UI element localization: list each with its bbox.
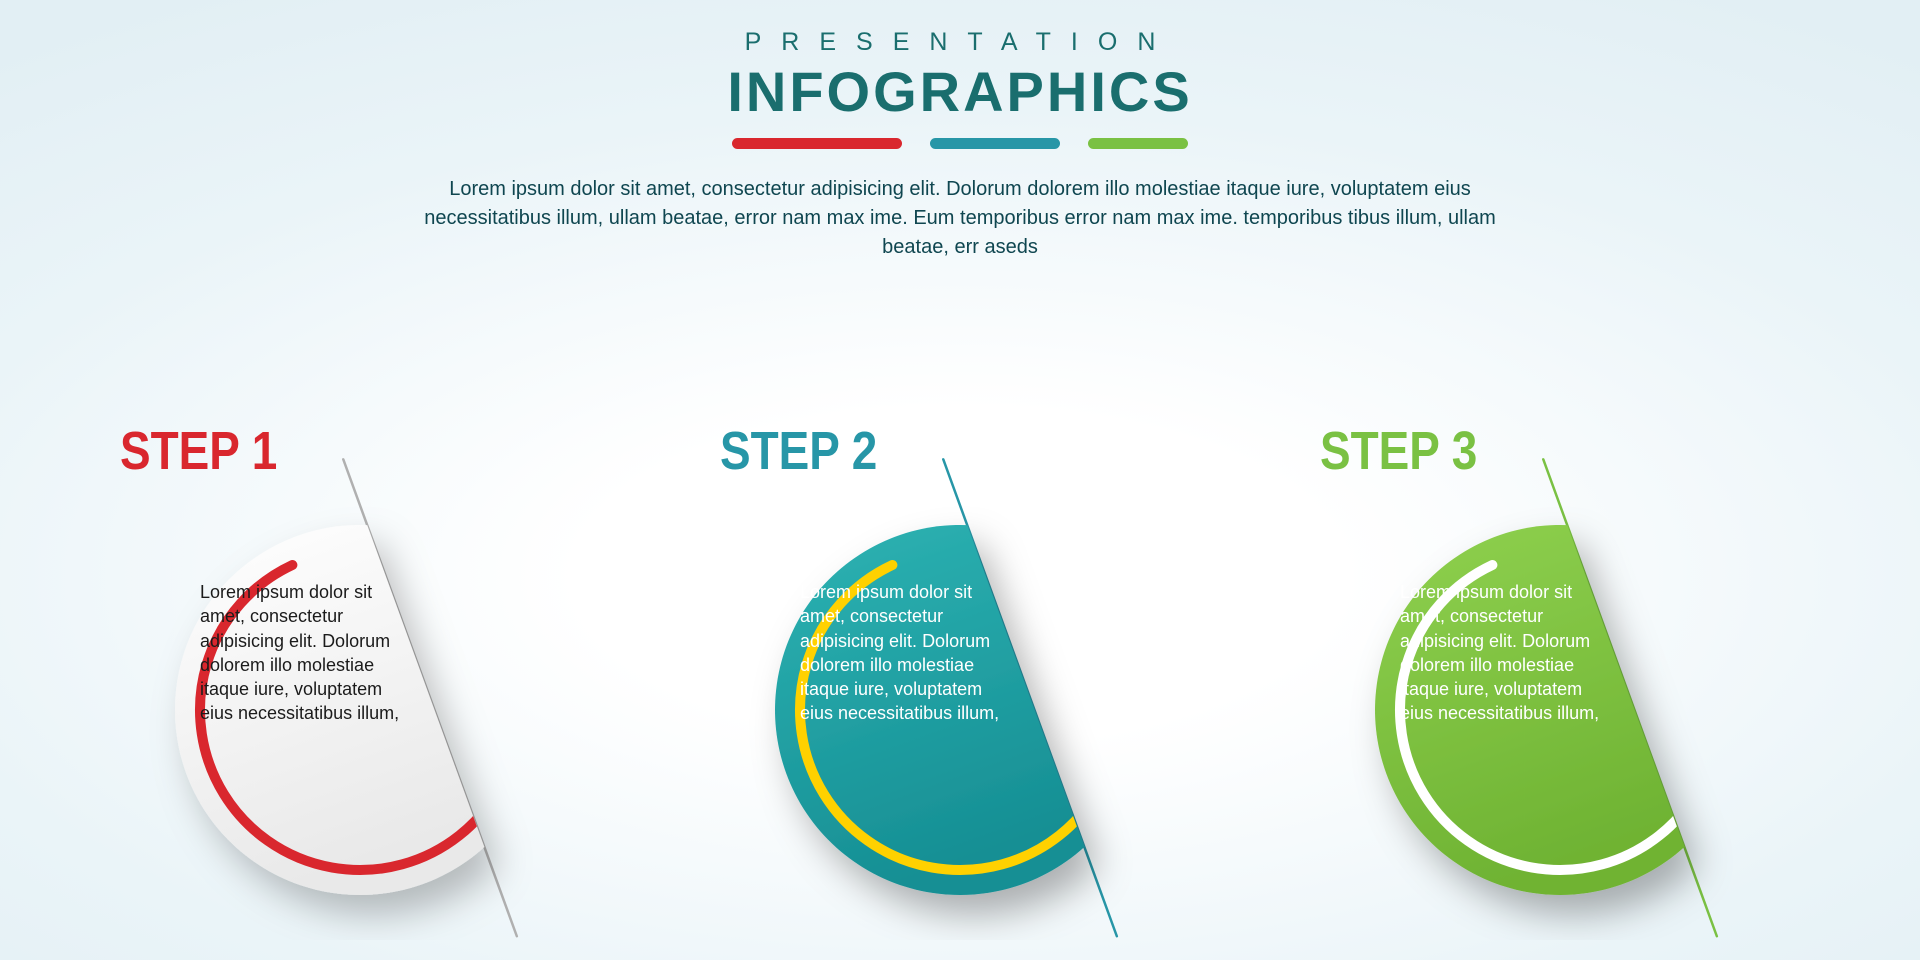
accent-bar-2 [930,138,1060,149]
accent-bar-3 [1088,138,1188,149]
step-2-body: Lorem ipsum dolor sit amet, consectetur … [800,580,1020,726]
step-2-label: STEP 2 [720,420,877,482]
step-1-body: Lorem ipsum dolor sit amet, consectetur … [200,580,420,726]
steps-row: STEP 1 Lorem ipsum dolor sit amet, consec… [0,420,1920,920]
header-title: INFOGRAPHICS [0,59,1920,124]
header-kicker: PRESENTATION [0,28,1920,57]
accent-bars [0,138,1920,149]
step-3-body: Lorem ipsum dolor sit amet, consectetur … [1400,580,1620,726]
step-3: STEP 3 Lorem ipsum dolor sit amet, consec… [1300,420,1820,920]
step-3-label: STEP 3 [1320,420,1477,482]
accent-bar-1 [732,138,902,149]
step-1-label: STEP 1 [120,420,277,482]
header: PRESENTATION INFOGRAPHICS Lorem ipsum do… [0,0,1920,262]
step-1: STEP 1 Lorem ipsum dolor sit amet, consec… [100,420,620,920]
step-2: STEP 2 Lorem ipsum dolor sit amet, consec… [700,420,1220,920]
intro-paragraph: Lorem ipsum dolor sit amet, consectetur … [420,175,1500,262]
